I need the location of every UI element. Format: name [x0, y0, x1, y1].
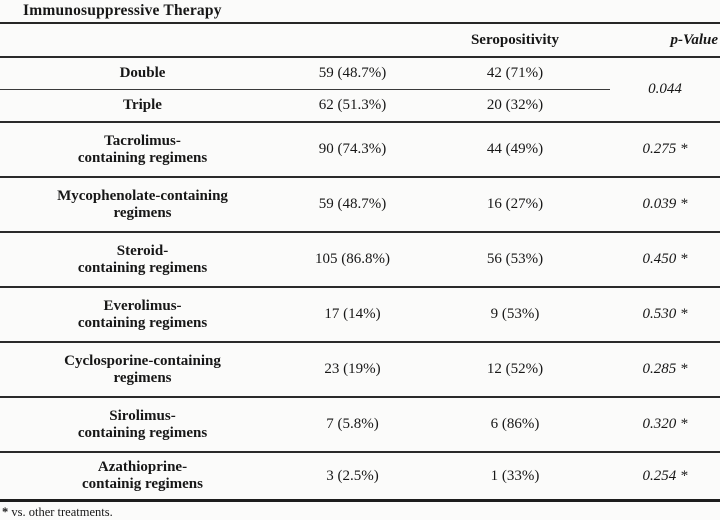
- label-line-1: Steroid-: [116, 242, 169, 259]
- label-line-2: containing regimens: [77, 314, 208, 331]
- label-line-1: Azathioprine-: [97, 459, 188, 476]
- column-header-seropositivity: Seropositivity: [420, 24, 610, 58]
- p-value-cell: 0.285 *: [610, 343, 720, 398]
- therapy-label-steroid: Steroid-containing regimens: [0, 233, 285, 288]
- p-value-cell: 0.530 *: [610, 288, 720, 343]
- seropositivity-cell: 44 (49%): [420, 123, 610, 178]
- header-spacer-count: [285, 24, 420, 58]
- therapy-label-cyclosporine: Cyclosporine-containing regimens: [0, 343, 285, 398]
- p-value-cell: 0.320 *: [610, 398, 720, 453]
- p-value-cell: 0.275 *: [610, 123, 720, 178]
- count-cell: 7 (5.8%): [285, 398, 420, 453]
- count-cell: 59 (48.7%): [285, 58, 420, 90]
- label-line-2: containing regimens: [77, 149, 208, 166]
- count-cell: 59 (48.7%): [285, 178, 420, 233]
- label-line-2: regimens: [113, 204, 172, 221]
- p-value-cell: 0.254 *: [642, 467, 688, 484]
- count-cell: 3 (2.5%): [326, 467, 379, 484]
- count-cell: 105 (86.8%): [285, 233, 420, 288]
- immunosuppressive-therapy-table: Seropositivity p-Value Double 59 (48.7%)…: [0, 22, 720, 502]
- seropositivity-cell: 9 (53%): [420, 288, 610, 343]
- label-line-1: Cyclosporine-containing: [64, 352, 221, 369]
- count-cell: 23 (19%): [285, 343, 420, 398]
- count-cell: 62 (51.3%): [285, 90, 420, 123]
- therapy-label-sirolimus: Sirolimus-containing regimens: [0, 398, 285, 453]
- seropositivity-cell: 42 (71%): [420, 58, 610, 90]
- footnote-text: vs. other treatments.: [11, 505, 113, 519]
- p-value-cell: 0.039 *: [610, 178, 720, 233]
- header-spacer-label: [0, 24, 285, 58]
- label-line-1: Mycophenolate-containing: [57, 187, 228, 204]
- seropositivity-cell: 1 (33%): [490, 467, 540, 484]
- therapy-label-everolimus: Everolimus-containing regimens: [0, 288, 285, 343]
- seropositivity-cell: 16 (27%): [420, 178, 610, 233]
- seropositivity-cell: 6 (86%): [420, 398, 610, 453]
- column-header-p-value: p-Value: [610, 24, 720, 58]
- label-line-2: regimens: [113, 369, 172, 386]
- p-value-cell: 0.450 *: [610, 233, 720, 288]
- count-cell: 90 (74.3%): [285, 123, 420, 178]
- therapy-label-mycophenolate: Mycophenolate-containing regimens: [0, 178, 285, 233]
- label-line-1: Tacrolimus-: [104, 132, 181, 149]
- therapy-label-double: Double: [0, 58, 285, 90]
- label-line-2: containig regimens: [82, 476, 203, 492]
- footnote-asterisk: *: [2, 505, 9, 519]
- table-footnote: * vs. other treatments.: [0, 502, 720, 520]
- label-line-2: containing regimens: [77, 424, 208, 441]
- therapy-label-tacrolimus: Tacrolimus-containing regimens: [0, 123, 285, 178]
- seropositivity-cell: 20 (32%): [420, 90, 610, 123]
- therapy-label-triple: Triple: [0, 90, 285, 123]
- label-line-2: containing regimens: [77, 259, 208, 276]
- p-value-cell-double-triple: 0.044: [610, 58, 720, 123]
- seropositivity-cell: 12 (52%): [420, 343, 610, 398]
- count-cell: 17 (14%): [285, 288, 420, 343]
- table-title: Immunosuppressive Therapy: [23, 2, 222, 19]
- seropositivity-cell: 56 (53%): [420, 233, 610, 288]
- therapy-label-azathioprine: Azathioprine-containig regimens: [0, 453, 285, 499]
- label-line-1: Sirolimus-: [109, 407, 176, 424]
- label-line-1: Everolimus-: [103, 297, 182, 314]
